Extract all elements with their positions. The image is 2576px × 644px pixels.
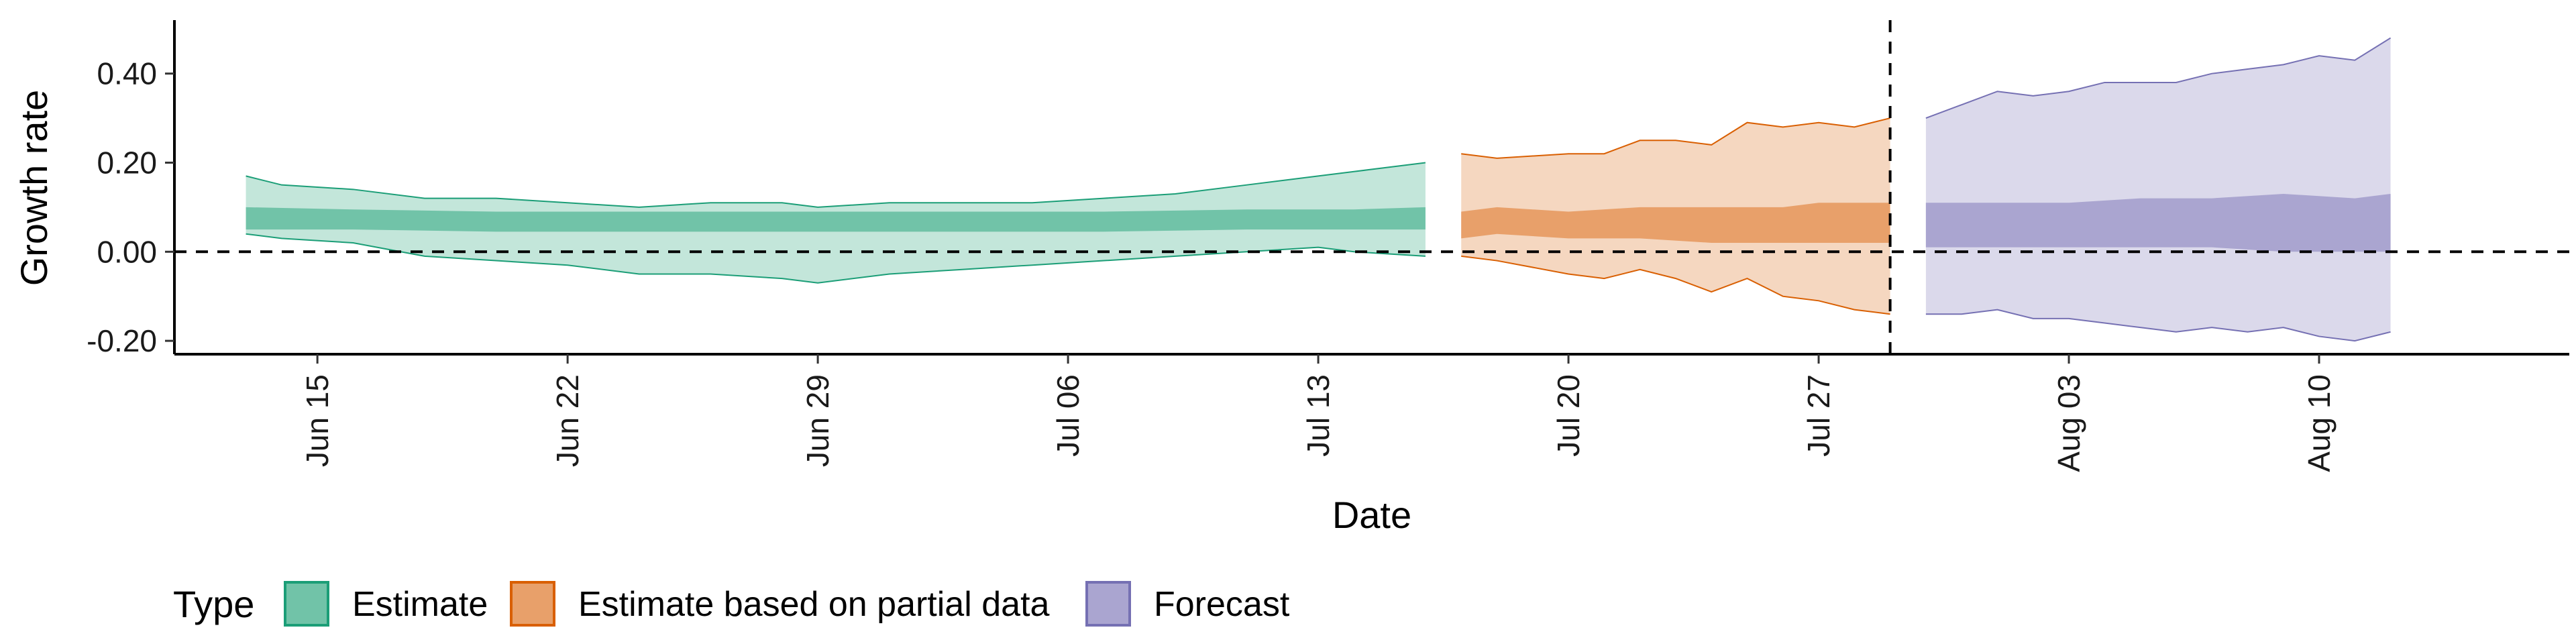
x-tick-label: Jun 22 [550,374,585,467]
y-tick-label: 0.40 [97,56,157,91]
series-1-inner-band [1461,203,1890,243]
y-tick-label: 0.20 [97,145,157,180]
legend-title: Type [173,583,254,625]
x-axis-title: Date [1332,494,1411,536]
series-2-inner-band [1925,193,2391,252]
axes [173,20,2569,356]
series-2-outer-band [1925,38,2391,341]
x-tick-label: Jul 13 [1301,374,1336,457]
legend-label-2: Forecast [1154,585,1290,624]
series-1-outer-band-upper-edge [1461,117,1890,159]
x-tick-label: Jul 06 [1051,374,1085,457]
legend-key-0 [284,581,329,627]
x-tick-label: Jun 29 [800,374,835,467]
x-tick-label: Aug 10 [2302,374,2337,472]
series-0-outer-band-lower-edge [246,233,1426,284]
x-tick-label: Aug 03 [2051,374,2086,472]
legend-key-2 [1085,581,1131,627]
y-axis-title: Growth rate [13,90,55,286]
series-1-outer-band-lower-edge [1461,255,1890,315]
legend-key-1 [510,581,555,627]
tick-layer: -0.20 0.00 0.20 0.40 Jun 15 Jun 22 Jun 29 Jul 0… [87,56,2337,472]
legend-label-1: Estimate based on partial data [578,585,1050,624]
x-tick-label: Jul 20 [1551,374,1586,457]
y-tick-label: 0.00 [97,234,157,269]
series-2-outer-band-upper-edge [1925,37,2392,119]
legend-label-0: Estimate [352,585,488,624]
ribbon-layer [246,37,2392,342]
x-tick-label: Jun 15 [300,374,335,467]
series-2-outer-band-lower-edge [1925,309,2391,342]
x-tick-label: Jul 27 [1801,374,1836,457]
series-0-inner-band [246,207,1426,232]
legend: Type Estimate Estimate based on partial d… [173,581,1290,627]
series-0-outer-band-upper-edge [246,162,1426,208]
y-tick-label: -0.20 [87,323,157,358]
